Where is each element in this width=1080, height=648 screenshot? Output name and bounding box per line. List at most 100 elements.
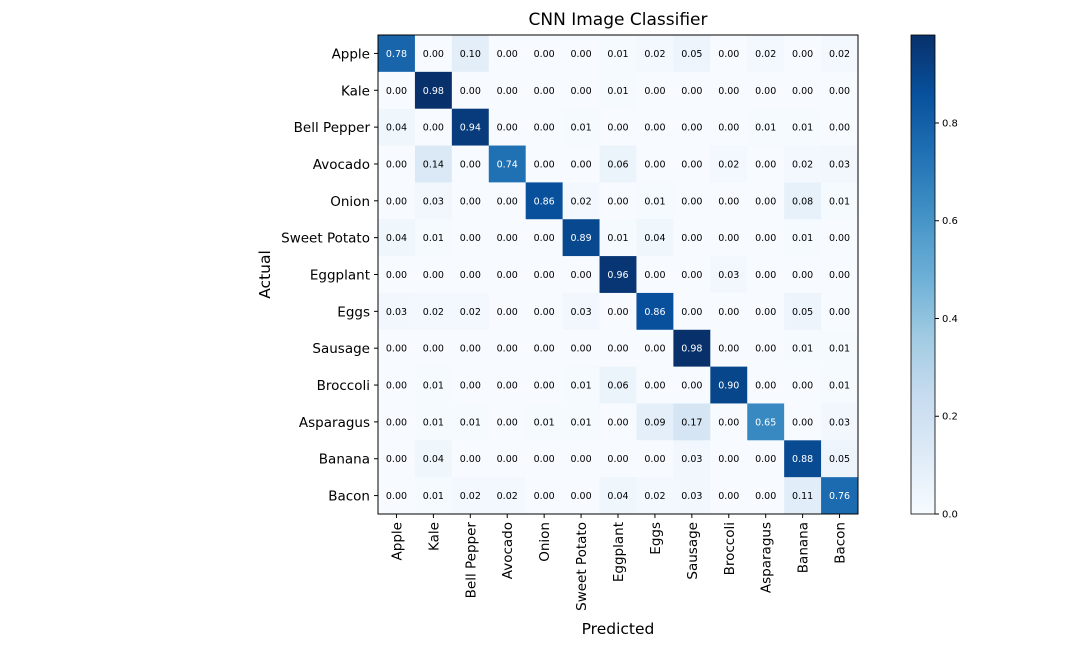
cell-value-label: 0.01 — [570, 381, 591, 392]
heatmap-cell — [710, 35, 748, 73]
cell-value-label: 0.02 — [829, 49, 850, 60]
heatmap-cell — [562, 403, 600, 441]
cell-value-label: 0.14 — [423, 159, 444, 170]
cell-value-label: 0.02 — [644, 49, 665, 60]
heatmap-cell — [562, 366, 600, 404]
heatmap-cell — [747, 256, 785, 294]
cell-value-label: 0.09 — [644, 417, 665, 428]
x-tick-label: Onion — [537, 522, 553, 562]
cell-value-label: 0.00 — [497, 454, 518, 465]
heatmap-cell — [636, 292, 674, 331]
cell-value-label: 0.00 — [681, 159, 702, 170]
x-tick-label: Asparagus — [759, 522, 775, 593]
heatmap-cell — [747, 108, 785, 146]
cell-value-label: 0.00 — [792, 49, 813, 60]
heatmap-cell — [710, 108, 748, 146]
heatmap-cell — [414, 329, 453, 368]
heatmap-cell — [414, 292, 453, 331]
cell-value-label: 0.04 — [386, 123, 407, 134]
cell-value-label: 0.86 — [644, 307, 665, 318]
heatmap-cell — [599, 35, 637, 73]
cell-value-label: 0.00 — [386, 381, 407, 392]
heatmap-cell — [562, 219, 600, 257]
cell-value-label: 0.05 — [681, 49, 702, 60]
cell-value-label: 0.00 — [497, 123, 518, 134]
heatmap-cell — [599, 145, 637, 183]
x-tick-label: Sausage — [685, 522, 701, 580]
y-axis-label: Actual — [256, 250, 274, 299]
heatmap-cell — [378, 182, 416, 220]
heatmap-cell — [378, 329, 416, 368]
heatmap-cell — [710, 329, 748, 368]
cell-value-label: 0.01 — [829, 196, 850, 207]
cell-value-label: 0.17 — [681, 417, 702, 428]
heatmap-cell — [451, 403, 490, 441]
cell-value-label: 0.00 — [718, 307, 739, 318]
heatmap-cell — [378, 219, 416, 257]
cell-value-label: 0.00 — [423, 270, 444, 281]
colorbar-tick-label: 0.2 — [942, 412, 958, 423]
heatmap-cell — [414, 219, 453, 257]
heatmap-cell — [414, 256, 453, 294]
cell-value-label: 0.88 — [792, 454, 813, 465]
heatmap-cell — [821, 329, 859, 368]
heatmap-cell — [821, 35, 859, 73]
heatmap-cell — [821, 292, 859, 331]
cell-value-label: 0.89 — [570, 233, 591, 244]
cell-value-label: 0.00 — [534, 307, 555, 318]
cell-value-label: 0.02 — [423, 307, 444, 318]
y-tick-label: Eggs — [337, 304, 370, 320]
cell-value-label: 0.00 — [829, 86, 850, 97]
heatmap-cell — [821, 403, 859, 441]
cell-value-label: 0.00 — [644, 123, 665, 134]
heatmap-cell — [747, 182, 785, 220]
y-tick-label: Bell Pepper — [294, 120, 371, 136]
cell-value-label: 0.00 — [534, 344, 555, 355]
cell-value-label: 0.00 — [718, 491, 739, 502]
heatmap-cell — [488, 329, 527, 368]
heatmap-cell — [525, 35, 564, 73]
heatmap-cell — [673, 108, 711, 146]
x-tick-label: Bacon — [833, 522, 849, 564]
cell-value-label: 0.00 — [755, 233, 776, 244]
x-tick-label: Broccoli — [722, 522, 738, 575]
heatmap-cell — [562, 108, 600, 146]
heatmap-cell — [636, 477, 674, 515]
heatmap-cell — [784, 403, 822, 441]
x-tick-label: Sweet Potato — [574, 522, 590, 611]
heatmap-cell — [636, 403, 674, 441]
heatmap-cell — [414, 366, 453, 404]
colorbar-tick-label: 0.6 — [942, 216, 958, 227]
cell-value-label: 0.00 — [607, 344, 628, 355]
cell-value-label: 0.00 — [570, 454, 591, 465]
cell-value-label: 0.00 — [718, 344, 739, 355]
cell-value-label: 0.00 — [681, 233, 702, 244]
cell-value-label: 0.00 — [534, 49, 555, 60]
heatmap-cell — [710, 477, 748, 515]
cell-value-label: 0.01 — [644, 196, 665, 207]
cell-value-label: 0.00 — [570, 270, 591, 281]
heatmap-cell — [747, 329, 785, 368]
cell-value-label: 0.74 — [497, 159, 518, 170]
heatmap-cell — [599, 440, 637, 478]
cell-value-label: 0.01 — [423, 417, 444, 428]
cell-value-label: 0.00 — [755, 307, 776, 318]
heatmap-cell — [488, 182, 527, 220]
heatmap-cell — [414, 35, 453, 73]
cell-value-label: 0.00 — [755, 454, 776, 465]
heatmap-cells — [378, 35, 859, 515]
heatmap-cell — [673, 440, 711, 478]
colorbar — [910, 34, 936, 515]
heatmap-cell — [378, 71, 416, 110]
heatmap-cell — [636, 219, 674, 257]
heatmap-cell — [451, 182, 490, 220]
heatmap-cell — [451, 329, 490, 368]
heatmap-cell — [599, 108, 637, 146]
cell-value-label: 0.00 — [718, 417, 739, 428]
cell-value-label: 0.00 — [497, 86, 518, 97]
cell-value-label: 0.00 — [755, 86, 776, 97]
heatmap-cell — [451, 440, 490, 478]
heatmap-cell — [747, 366, 785, 404]
cell-value-label: 0.00 — [718, 123, 739, 134]
chart-title: CNN Image Classifier — [529, 10, 708, 30]
